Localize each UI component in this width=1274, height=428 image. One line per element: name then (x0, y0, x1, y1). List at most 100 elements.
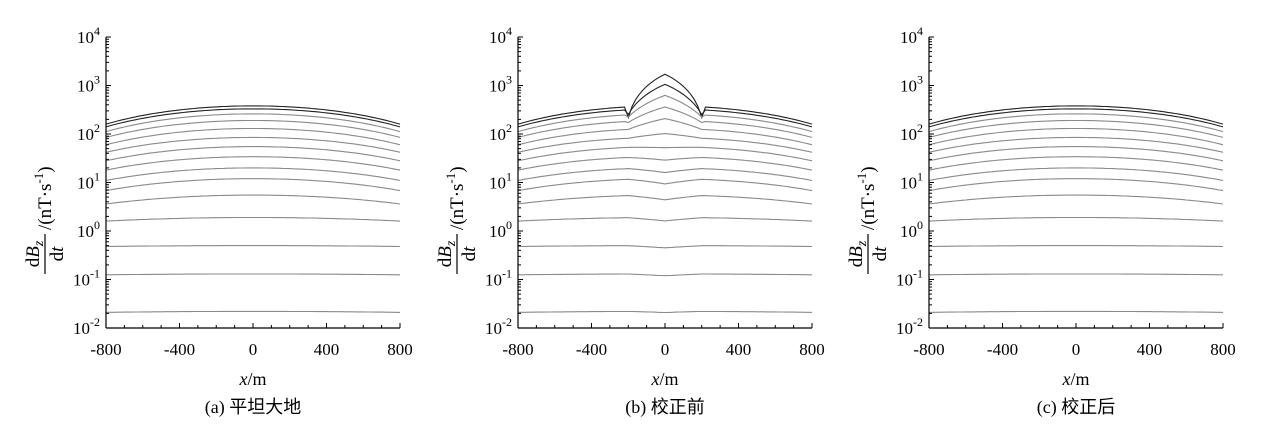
series-line (928, 105, 1224, 125)
series-line (518, 273, 812, 277)
x-tick-label: -800 (502, 340, 533, 359)
panel-caption: (b) 校正前 (625, 397, 705, 418)
chart-panel-2: 10-2 10-1 100 101 102 103 104 -800 -400 0 400 800 x/… (435, 24, 825, 418)
series-line (105, 146, 401, 162)
series-line (105, 216, 401, 222)
series-line (105, 178, 401, 192)
series-line (105, 119, 401, 138)
y-tick-label: 100 (900, 218, 923, 241)
series-line (517, 106, 813, 138)
y-tick-label: 101 (77, 170, 100, 193)
series-line (928, 127, 1224, 146)
series-line (928, 108, 1224, 128)
series-line (928, 146, 1224, 162)
series-line (105, 156, 401, 171)
y-label-numerator: dBz (435, 240, 459, 267)
y-label-denominator: dt (459, 246, 480, 262)
x-tick-label: 800 (799, 340, 825, 359)
series-line (928, 119, 1224, 138)
series-line (928, 310, 1224, 313)
series-line (928, 245, 1224, 248)
series-line (928, 178, 1224, 192)
series-line (517, 146, 813, 162)
series-line (517, 168, 813, 182)
x-tick-label: -800 (90, 340, 121, 359)
x-tick-label: -400 (164, 340, 195, 359)
series-line (517, 118, 813, 146)
x-tick-label: 0 (249, 340, 258, 359)
series-line (517, 73, 813, 125)
y-label-unit: /(nT·s-1) (31, 166, 56, 230)
series-line (928, 216, 1224, 222)
y-tick-label: 10-1 (896, 267, 923, 290)
y-label-numerator: dBz (23, 240, 47, 267)
y-label-denominator: dt (870, 246, 891, 262)
series-line (928, 156, 1224, 171)
y-tick-label: 10-2 (485, 315, 512, 338)
series-line (105, 127, 401, 146)
chart-panel-3: 10-2 10-1 100 101 102 103 104 -800 -400 0 400 800 x/… (846, 24, 1236, 418)
series-line (105, 167, 401, 182)
y-tick-label: 104 (489, 24, 512, 47)
panel-caption: (a) 平坦大地 (205, 397, 301, 418)
y-tick-label: 10-1 (485, 267, 512, 290)
series-line (105, 105, 401, 125)
series-line (105, 108, 401, 128)
series-line (105, 136, 401, 153)
chart-panel-1: 10-2 10-1 100 101 102 103 104 -800 -400 0 400 800 x/… (23, 24, 413, 418)
y-tick-label: 102 (77, 121, 100, 144)
series-line (517, 178, 813, 192)
series-line (105, 245, 401, 248)
x-tick-label: 0 (1072, 340, 1081, 359)
series-line (928, 113, 1224, 133)
y-tick-label: 103 (489, 73, 512, 96)
y-label-unit: /(nT·s-1) (443, 166, 468, 230)
x-tick-label: 800 (387, 340, 413, 359)
x-tick-label: 800 (1210, 340, 1236, 359)
series-line (517, 156, 813, 171)
y-label-unit: /(nT·s-1) (854, 166, 879, 230)
panel-caption: (c) 校正后 (1037, 397, 1115, 418)
x-axis-label: x/m (650, 369, 678, 389)
series-line (517, 310, 813, 314)
x-axis-label: x/m (1061, 369, 1089, 389)
y-tick-label: 101 (900, 170, 923, 193)
series-line (517, 217, 813, 222)
y-tick-label: 102 (489, 121, 512, 144)
series-line (105, 310, 401, 313)
series-line (517, 94, 813, 133)
y-tick-label: 100 (77, 218, 100, 241)
y-label-numerator: dBz (846, 240, 870, 267)
x-tick-label: 0 (661, 340, 670, 359)
series-line (517, 195, 813, 205)
y-tick-label: 101 (489, 170, 512, 193)
x-tick-label: -400 (576, 340, 607, 359)
series-line (929, 273, 1223, 276)
series-line (928, 167, 1224, 182)
series-line (517, 133, 813, 153)
x-tick-label: -800 (913, 340, 944, 359)
y-tick-label: 10-2 (73, 315, 100, 338)
y-tick-label: 104 (77, 24, 100, 47)
y-tick-label: 103 (900, 73, 923, 96)
y-tick-label: 102 (900, 121, 923, 144)
series-line (105, 113, 401, 133)
y-tick-label: 10-2 (896, 315, 923, 338)
x-tick-label: 400 (314, 340, 340, 359)
series-line (517, 83, 813, 128)
x-tick-label: 400 (726, 340, 752, 359)
y-tick-label: 104 (900, 24, 923, 47)
series-line (517, 245, 813, 249)
y-tick-label: 10-1 (73, 267, 100, 290)
x-tick-label: 400 (1137, 340, 1163, 359)
series-line (105, 194, 401, 205)
series-line (928, 136, 1224, 153)
x-tick-label: -400 (987, 340, 1018, 359)
series-line (106, 273, 400, 276)
y-tick-label: 103 (77, 73, 100, 96)
y-tick-label: 100 (489, 218, 512, 241)
